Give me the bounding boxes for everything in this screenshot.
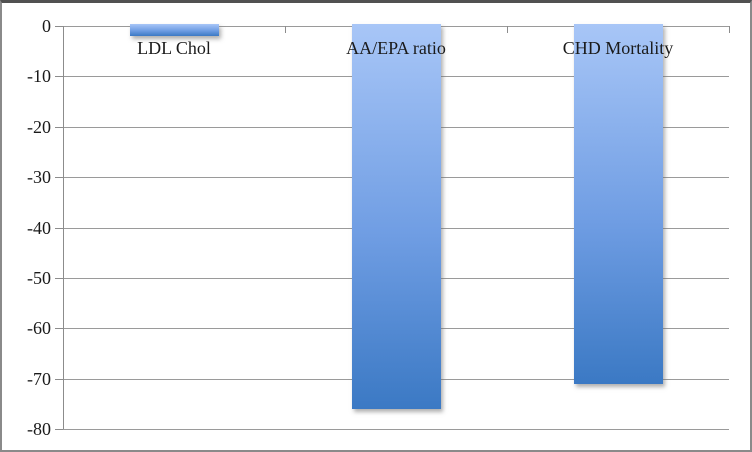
x-tick-mark — [285, 26, 286, 33]
y-tick-mark — [55, 228, 63, 229]
y-tick-mark — [55, 76, 63, 77]
y-axis-tick-label: -40 — [27, 218, 51, 238]
x-tick-mark — [507, 26, 508, 33]
y-axis-tick-label: -60 — [27, 318, 51, 338]
y-axis-tick-label: -10 — [27, 66, 51, 86]
y-axis-tick-label: -70 — [27, 369, 51, 389]
y-axis-tick-label: -20 — [27, 117, 51, 137]
y-tick-mark — [55, 429, 63, 430]
category-label: AA/EPA ratio — [346, 38, 446, 58]
y-tick-mark — [55, 278, 63, 279]
y-axis-tick-label: 0 — [42, 16, 51, 36]
y-axis-line — [63, 26, 64, 429]
x-tick-mark — [729, 26, 730, 33]
bar — [574, 24, 663, 384]
plot-area: 0 -10 -20 -30 -40 -50 -60 -70 -80 LDL Chol AA/EPA … — [2, 3, 750, 450]
bar — [352, 24, 441, 409]
bar — [130, 24, 219, 36]
y-tick-mark — [55, 328, 63, 329]
y-tick-mark — [55, 26, 63, 27]
y-tick-mark — [55, 379, 63, 380]
category-label: CHD Mortality — [562, 38, 674, 58]
y-axis-tick-label: -50 — [27, 268, 51, 288]
y-axis-tick-label: -80 — [27, 419, 51, 439]
category-label: LDL Chol — [137, 38, 211, 58]
y-tick-mark — [55, 177, 63, 178]
gridline — [63, 429, 729, 430]
y-tick-mark — [55, 127, 63, 128]
y-axis-tick-label: -30 — [27, 167, 51, 187]
